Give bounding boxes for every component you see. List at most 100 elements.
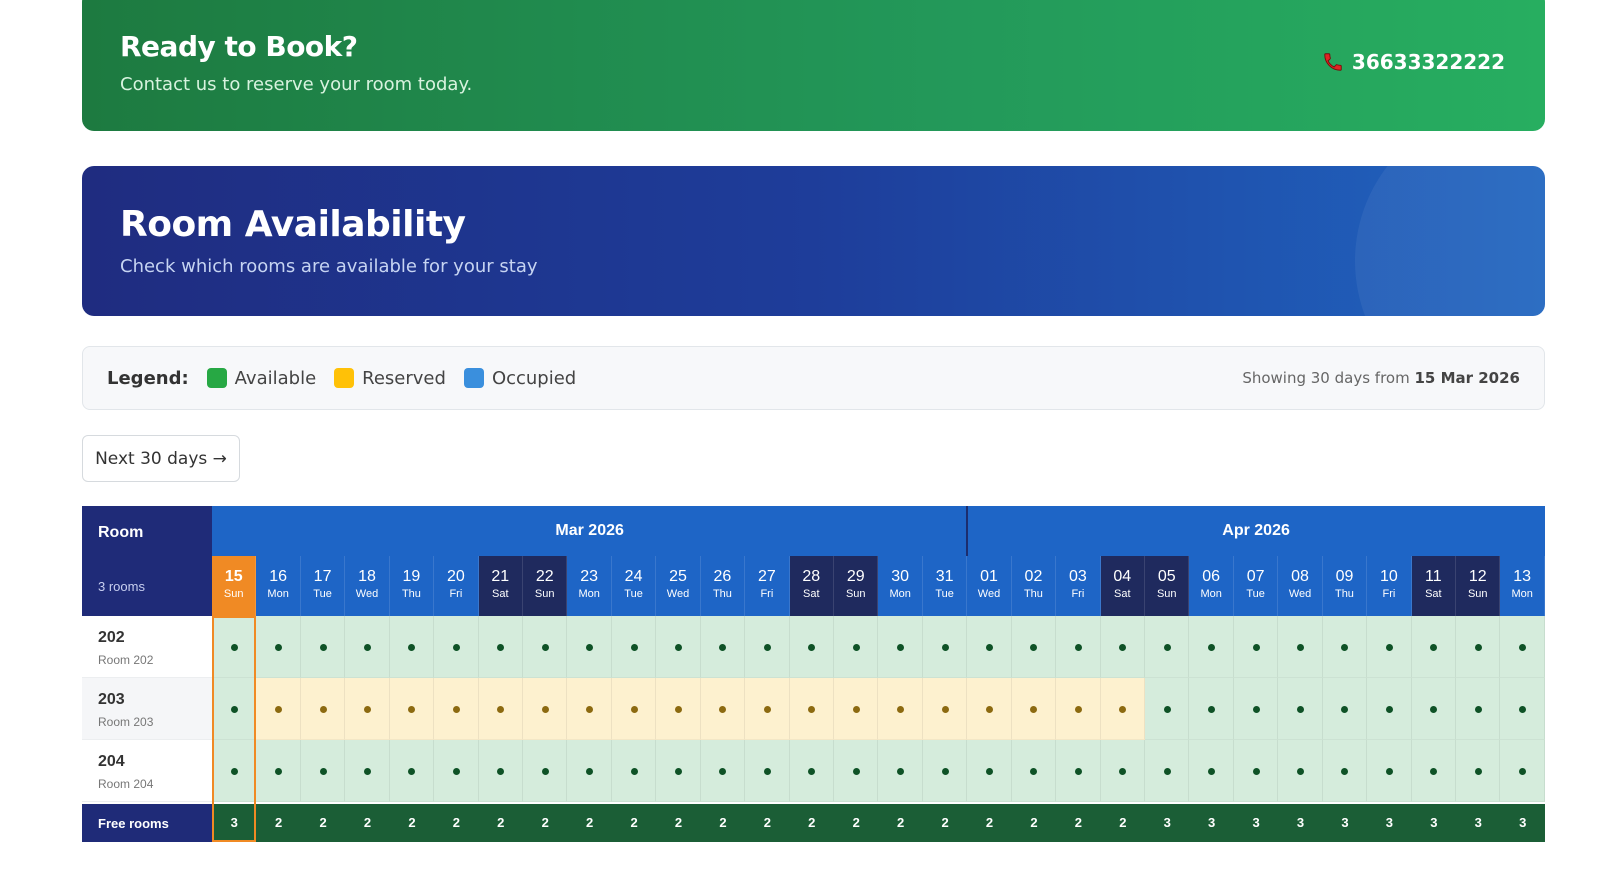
availability-cell[interactable] [1500, 678, 1545, 740]
availability-cell[interactable] [1056, 740, 1101, 802]
availability-cell[interactable] [434, 678, 479, 740]
status-dot [941, 706, 949, 713]
availability-cell[interactable] [567, 616, 612, 678]
availability-cell[interactable] [611, 678, 657, 740]
availability-cell[interactable] [523, 678, 568, 740]
availability-cell[interactable] [1367, 616, 1412, 678]
availability-cell[interactable] [656, 740, 701, 802]
phone-link[interactable]: 36633322222 [1322, 50, 1505, 74]
availability-cell[interactable] [567, 678, 612, 740]
availability-cell[interactable] [789, 740, 834, 802]
availability-cell[interactable] [1500, 740, 1545, 802]
availability-cell[interactable] [1322, 678, 1368, 740]
availability-cell[interactable] [834, 678, 879, 740]
availability-cell[interactable] [922, 678, 968, 740]
availability-cell[interactable] [789, 678, 834, 740]
availability-cell[interactable] [922, 616, 968, 678]
availability-cell[interactable] [1367, 740, 1412, 802]
availability-cell[interactable] [1411, 678, 1457, 740]
availability-cell[interactable] [878, 740, 923, 802]
availability-cell[interactable] [212, 678, 257, 740]
availability-cell[interactable] [1145, 740, 1190, 802]
free-count-cell: 2 [745, 804, 790, 842]
availability-cell[interactable] [1233, 616, 1279, 678]
availability-cell[interactable] [256, 678, 301, 740]
availability-cell[interactable] [1278, 678, 1323, 740]
availability-cell[interactable] [1189, 616, 1234, 678]
availability-cell[interactable] [656, 616, 701, 678]
availability-cell[interactable] [700, 616, 746, 678]
availability-cell[interactable] [834, 740, 879, 802]
availability-cell[interactable] [256, 740, 301, 802]
availability-cell[interactable] [567, 740, 612, 802]
availability-cell[interactable] [434, 740, 479, 802]
availability-cell[interactable] [389, 616, 435, 678]
availability-cell[interactable] [1233, 740, 1279, 802]
available-swatch [206, 368, 227, 388]
availability-cell[interactable] [967, 740, 1012, 802]
availability-cell[interactable] [656, 678, 701, 740]
availability-cell[interactable] [1189, 678, 1234, 740]
availability-cell[interactable] [878, 616, 923, 678]
availability-cell[interactable] [1456, 678, 1501, 740]
availability-cell[interactable] [256, 616, 301, 678]
availability-cell[interactable] [389, 678, 435, 740]
availability-cell[interactable] [478, 678, 523, 740]
availability-cell[interactable] [478, 616, 523, 678]
availability-cell[interactable] [1056, 678, 1101, 740]
availability-cell[interactable] [611, 616, 657, 678]
availability-cell[interactable] [478, 740, 523, 802]
availability-cell[interactable] [922, 740, 968, 802]
availability-cell[interactable] [1322, 740, 1368, 802]
status-dot [852, 768, 860, 775]
availability-cell[interactable] [1411, 740, 1457, 802]
availability-cell[interactable] [967, 678, 1012, 740]
status-dot [408, 644, 416, 651]
availability-cell[interactable] [1367, 678, 1412, 740]
availability-cell[interactable] [1411, 616, 1457, 678]
availability-cell[interactable] [700, 740, 746, 802]
availability-cell[interactable] [1145, 678, 1190, 740]
availability-cell[interactable] [345, 616, 390, 678]
availability-cell[interactable] [1100, 740, 1146, 802]
availability-cell[interactable] [745, 740, 790, 802]
availability-cell[interactable] [300, 616, 346, 678]
availability-cell[interactable] [523, 740, 568, 802]
availability-cell[interactable] [389, 740, 435, 802]
availability-cell[interactable] [834, 616, 879, 678]
availability-cell[interactable] [967, 616, 1012, 678]
availability-cell[interactable] [1456, 740, 1501, 802]
availability-cell[interactable] [611, 740, 657, 802]
availability-cell[interactable] [745, 678, 790, 740]
availability-cell[interactable] [523, 616, 568, 678]
availability-cell[interactable] [434, 616, 479, 678]
availability-cell[interactable] [1145, 616, 1190, 678]
availability-cell[interactable] [300, 678, 346, 740]
availability-cell[interactable] [345, 740, 390, 802]
availability-cell[interactable] [1100, 616, 1146, 678]
availability-cell[interactable] [789, 616, 834, 678]
room-row: 204 Room 204 [82, 740, 1545, 802]
availability-cell[interactable] [1189, 740, 1234, 802]
availability-cell[interactable] [700, 678, 746, 740]
availability-cell[interactable] [1011, 740, 1057, 802]
availability-cell[interactable] [1278, 740, 1323, 802]
availability-cell[interactable] [300, 740, 346, 802]
availability-cell[interactable] [1233, 678, 1279, 740]
availability-cell[interactable] [1456, 616, 1501, 678]
occupied-swatch [463, 368, 484, 388]
availability-cell[interactable] [878, 678, 923, 740]
availability-cell[interactable] [1011, 678, 1057, 740]
availability-cell[interactable] [1500, 616, 1545, 678]
availability-cell[interactable] [212, 616, 257, 678]
availability-cell[interactable] [1278, 616, 1323, 678]
availability-cell[interactable] [1100, 678, 1146, 740]
availability-cell[interactable] [212, 740, 257, 802]
next-30-days-button[interactable]: Next 30 days → [82, 435, 240, 482]
availability-cell[interactable] [745, 616, 790, 678]
free-count-cell: 3 [212, 804, 257, 842]
availability-cell[interactable] [1322, 616, 1368, 678]
availability-cell[interactable] [345, 678, 390, 740]
availability-cell[interactable] [1056, 616, 1101, 678]
availability-cell[interactable] [1011, 616, 1057, 678]
